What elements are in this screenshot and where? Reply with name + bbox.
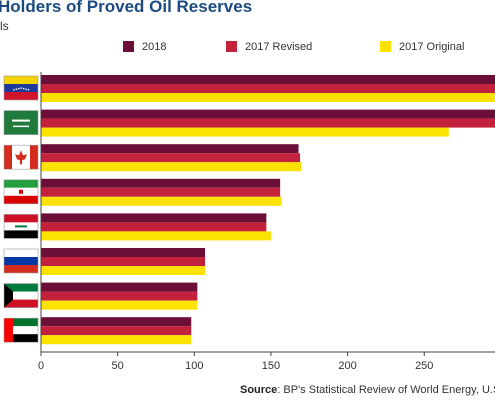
x-tick-label: 250 bbox=[415, 360, 433, 372]
legend-label: 2017 Original bbox=[399, 41, 464, 53]
bar bbox=[41, 213, 267, 223]
legend-label: 2018 bbox=[142, 41, 166, 53]
iraq-flag-icon bbox=[3, 214, 39, 239]
bar bbox=[41, 144, 299, 154]
source-note: Source: BP's Statistical Review of World… bbox=[240, 384, 495, 396]
bar bbox=[41, 222, 267, 232]
legend-swatch bbox=[380, 41, 391, 52]
canada-flag-icon bbox=[3, 144, 39, 170]
bar bbox=[41, 109, 495, 119]
bar bbox=[41, 231, 271, 241]
kuwait-flag-icon bbox=[3, 283, 39, 308]
saudi-arabia-flag-icon bbox=[3, 110, 39, 135]
iran-flag-icon bbox=[3, 179, 39, 205]
bar bbox=[41, 162, 302, 172]
bar bbox=[41, 266, 206, 275]
x-tick-label: 150 bbox=[262, 360, 280, 372]
bar bbox=[41, 127, 449, 137]
bar bbox=[41, 317, 192, 327]
bar bbox=[41, 291, 198, 301]
bar bbox=[41, 248, 206, 257]
bar bbox=[41, 257, 206, 266]
legend-label: 2017 Revised bbox=[245, 41, 312, 53]
legend-swatch bbox=[123, 41, 134, 52]
venezuela-flag-icon bbox=[3, 75, 39, 101]
chart-subtitle: ls bbox=[0, 19, 9, 33]
chart-title: Holders of Proved Oil Reserves bbox=[0, 0, 253, 16]
bar bbox=[41, 178, 281, 188]
bar bbox=[41, 300, 198, 310]
bar bbox=[41, 84, 495, 93]
legend-swatch bbox=[226, 41, 237, 52]
x-tick-label: 0 bbox=[38, 360, 44, 372]
source-text: : BP's Statistical Review of World Energ… bbox=[277, 384, 495, 396]
bar bbox=[41, 326, 192, 336]
x-tick-label: 50 bbox=[112, 360, 124, 372]
bar bbox=[41, 335, 192, 345]
bar bbox=[41, 75, 495, 84]
bar bbox=[41, 282, 198, 292]
x-tick-label: 200 bbox=[338, 360, 356, 372]
uae-flag-icon bbox=[3, 317, 39, 343]
bar bbox=[41, 187, 281, 197]
bar bbox=[41, 153, 301, 163]
bar bbox=[41, 196, 282, 206]
x-tick-label: 100 bbox=[185, 360, 203, 372]
russia-flag-icon bbox=[3, 248, 39, 274]
bar bbox=[41, 93, 495, 102]
bar bbox=[41, 118, 495, 128]
source-label: Source bbox=[240, 384, 278, 396]
